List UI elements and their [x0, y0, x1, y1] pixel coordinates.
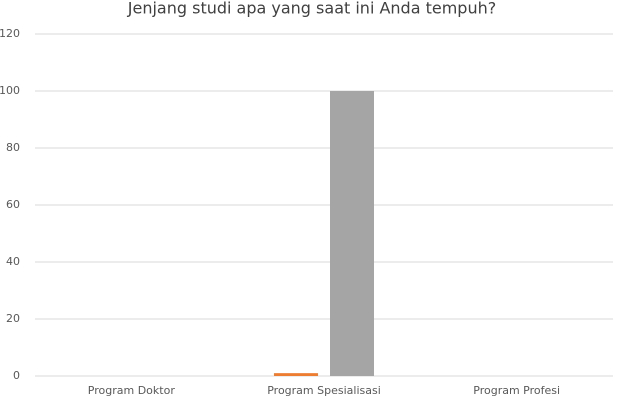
y-tick-label: 20	[6, 312, 20, 325]
x-tick-label: Program Spesialisasi	[267, 384, 381, 397]
y-tick-label: 0	[13, 369, 20, 382]
chart-title: Jenjang studi apa yang saat ini Anda tem…	[127, 0, 496, 18]
bar	[274, 373, 318, 376]
y-tick-label: 40	[6, 255, 20, 268]
y-tick-label: 100	[0, 84, 20, 97]
bar	[330, 91, 374, 376]
y-tick-label: 120	[0, 27, 20, 40]
x-tick-label: Program Profesi	[473, 384, 560, 397]
x-tick-label: Program Doktor	[88, 384, 176, 397]
y-tick-label: 80	[6, 141, 20, 154]
y-tick-label: 60	[6, 198, 20, 211]
